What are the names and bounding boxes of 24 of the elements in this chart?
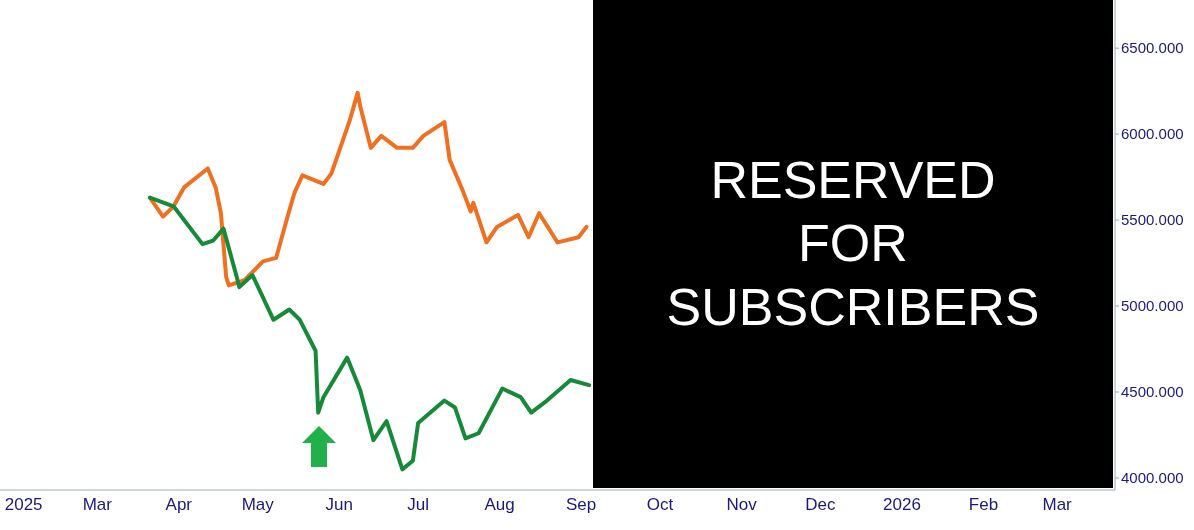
- x-tick-label: Apr: [165, 495, 193, 515]
- y-tick-label: 6500.000: [1121, 39, 1184, 57]
- x-tick-label: Oct: [646, 495, 674, 515]
- x-tick-label: May: [241, 495, 275, 515]
- x-tick-label: 2025: [4, 495, 43, 515]
- y-tick-label: 5000.000: [1121, 297, 1184, 315]
- x-tick-label: Mar: [1042, 495, 1073, 515]
- x-tick-label: Sep: [566, 495, 597, 515]
- y-tick-label: 6000.000: [1121, 125, 1184, 143]
- line-series: [147, 90, 589, 288]
- y-tick-label: 4500.000: [1121, 383, 1184, 401]
- x-tick-label: Dec: [805, 495, 837, 515]
- x-tick-label: 2026: [883, 495, 921, 515]
- x-tick-label: Mar: [82, 495, 113, 515]
- x-tick-label: Jul: [407, 495, 429, 515]
- x-tick-label: Nov: [726, 495, 758, 515]
- blackout-panel: RESERVED FOR SUBSCRIBERS: [593, 0, 1113, 488]
- y-tick-label: 4000.000: [1121, 469, 1184, 487]
- x-tick-label: Feb: [968, 495, 999, 515]
- y-tick-label: 5500.000: [1121, 211, 1184, 229]
- x-tick-label: Jun: [325, 495, 353, 515]
- annotation: RESERVED FOR SUBSCRIBERS: [665, 149, 1041, 338]
- x-tick-label: Aug: [484, 495, 515, 515]
- line-series: [147, 195, 592, 472]
